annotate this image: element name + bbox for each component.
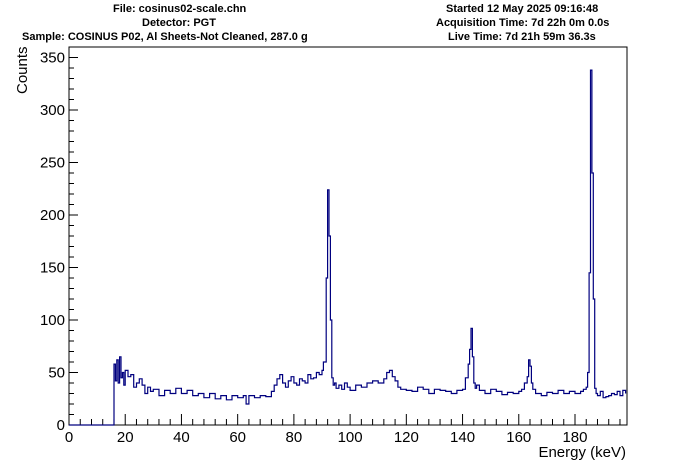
y-tick-label: 200	[40, 207, 65, 224]
y-tick-label: 0	[57, 417, 65, 434]
x-tick-label: 20	[117, 429, 134, 446]
x-tick-label: 80	[286, 429, 303, 446]
y-tick-label: 50	[48, 365, 65, 382]
y-tick-label: 150	[40, 260, 65, 277]
x-axis-label: Energy (keV)	[538, 444, 626, 461]
file-label: File: cosinus02-scale.chn	[113, 3, 247, 15]
y-axis-ticks: 0 50 100 150 200 250 300 350	[40, 46, 78, 434]
x-tick-label: 0	[65, 429, 73, 446]
x-tick-label: 120	[394, 429, 419, 446]
acquisition-time-label: Acquisition Time: 7d 22h 0m 0.0s	[436, 17, 610, 29]
series-line-counts	[69, 69, 627, 426]
x-tick-label: 60	[229, 429, 246, 446]
x-tick-label: 160	[506, 429, 531, 446]
x-axis-ticks: 0 20 40 60 80 100 120 140 160 180	[65, 414, 621, 446]
x-tick-label: 100	[338, 429, 363, 446]
y-tick-label: 350	[40, 50, 65, 67]
x-tick-label: 40	[173, 429, 190, 446]
y-tick-label: 300	[40, 102, 65, 119]
y-tick-label: 250	[40, 155, 65, 172]
y-tick-label: 100	[40, 312, 65, 329]
detector-label: Detector: PGT	[142, 17, 216, 29]
live-time-label: Live Time: 7d 21h 59m 36.3s	[448, 31, 596, 43]
started-label: Started 12 May 2025 09:16:48	[446, 3, 599, 15]
y-axis-label: Counts	[14, 46, 31, 94]
plot-frame	[68, 46, 628, 426]
x-tick-label: 180	[562, 429, 587, 446]
x-tick-label: 140	[450, 429, 475, 446]
sample-label: Sample: COSINUS P02, Al Sheets-Not Clean…	[22, 31, 308, 43]
